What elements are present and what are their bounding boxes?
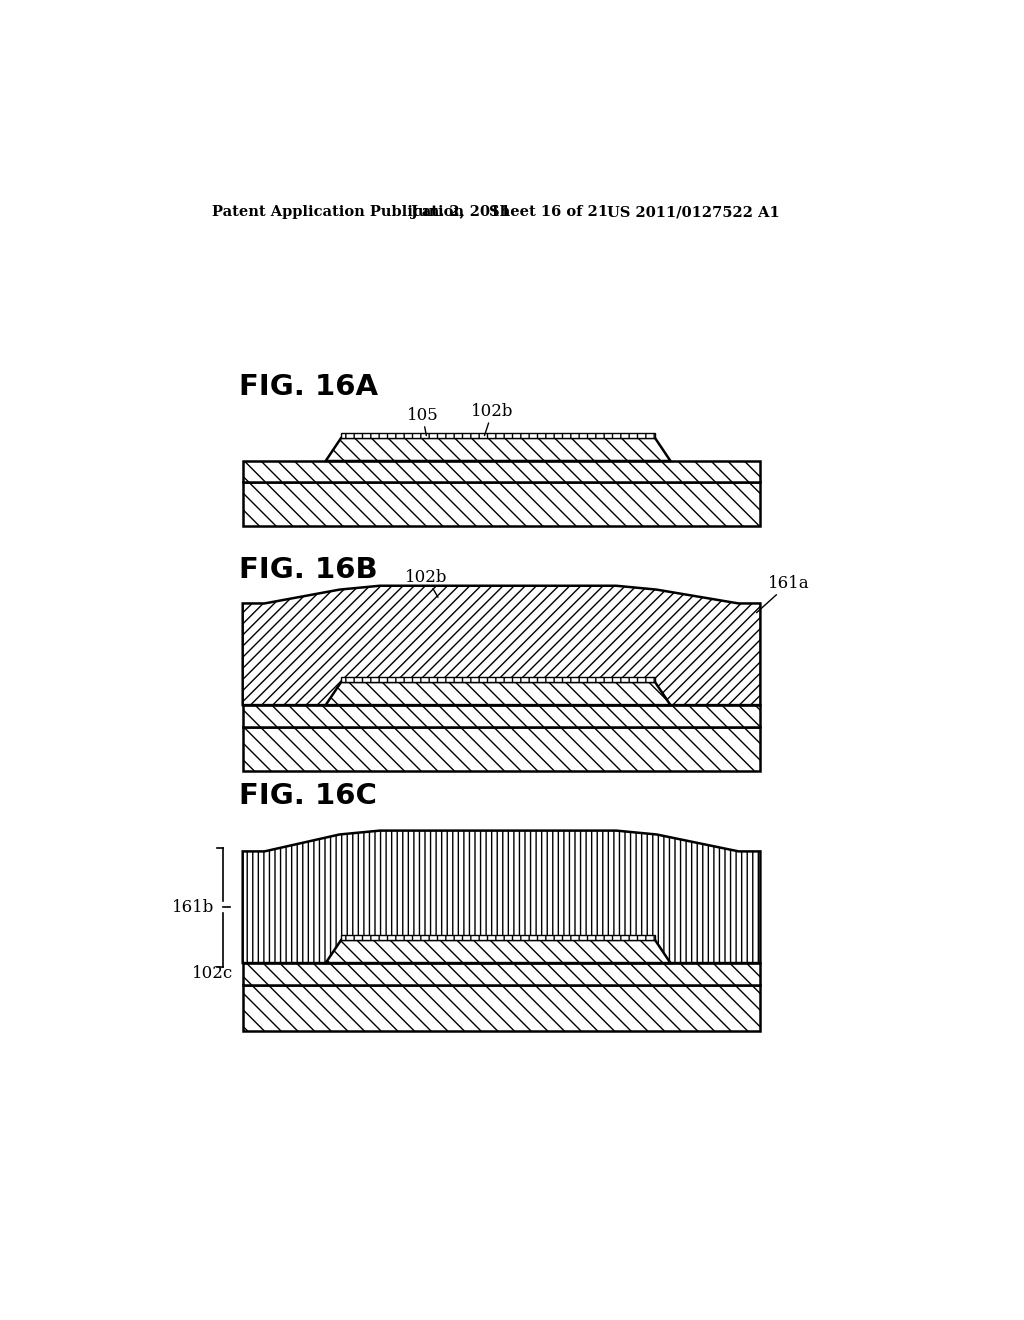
Text: FIG. 16A: FIG. 16A (239, 374, 378, 401)
Text: FIG. 16C: FIG. 16C (239, 781, 377, 810)
Text: Sheet 16 of 21: Sheet 16 of 21 (489, 206, 608, 219)
Text: Patent Application Publication: Patent Application Publication (212, 206, 464, 219)
Bar (243, 726, 761, 771)
Polygon shape (326, 940, 671, 964)
Text: 102b: 102b (471, 403, 513, 436)
Text: 102b: 102b (406, 569, 447, 598)
Bar (243, 985, 761, 1031)
Polygon shape (341, 677, 655, 682)
Text: Jun. 2, 2011: Jun. 2, 2011 (411, 206, 510, 219)
Text: US 2011/0127522 A1: US 2011/0127522 A1 (607, 206, 779, 219)
Bar (243, 705, 761, 726)
Polygon shape (243, 586, 761, 705)
Polygon shape (326, 438, 671, 461)
Polygon shape (243, 830, 761, 964)
Bar (243, 964, 761, 985)
Text: FIG. 16B: FIG. 16B (239, 556, 378, 583)
Bar (243, 482, 761, 527)
Polygon shape (326, 682, 671, 705)
Polygon shape (341, 433, 655, 438)
Bar (243, 461, 761, 482)
Text: 161b: 161b (172, 899, 214, 916)
Text: 102c: 102c (193, 965, 233, 982)
Text: 161a: 161a (757, 576, 810, 612)
Text: 105: 105 (407, 407, 438, 436)
Polygon shape (341, 936, 655, 940)
